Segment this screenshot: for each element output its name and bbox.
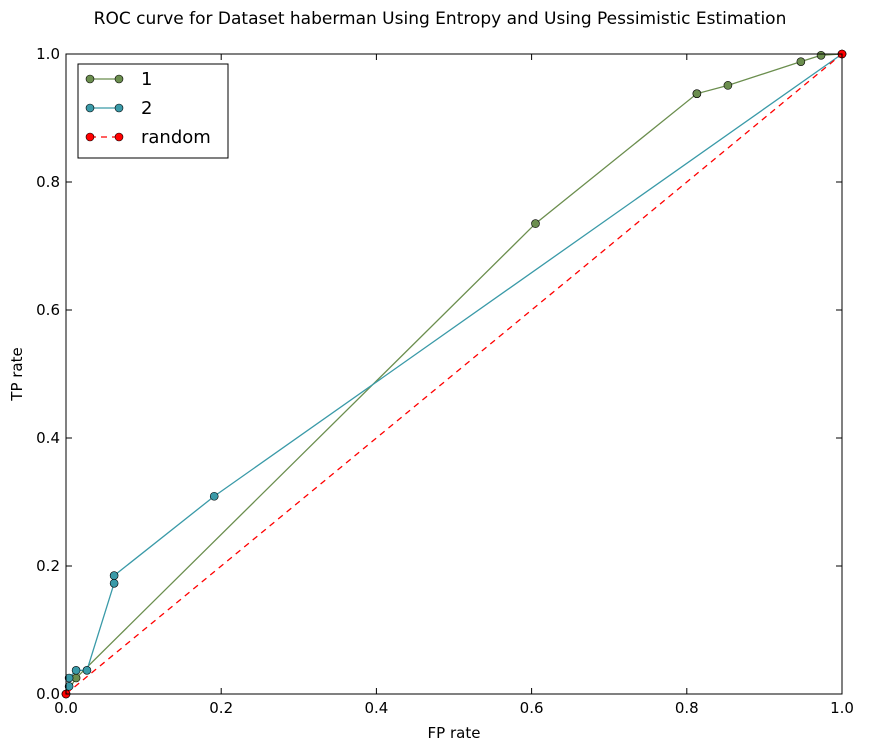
data-point-2 [109, 571, 119, 580]
x-tick-label: 0.2 [209, 699, 233, 717]
data-point-1 [692, 89, 702, 98]
x-tick-label: 0.6 [520, 699, 544, 717]
axis-ticks: 0.0 0.2 0.4 0.6 0.8 1.0 0.0 0.2 0.4 0.6 0.8 1.0 [36, 45, 854, 717]
x-axis-label: FP rate [428, 724, 481, 742]
data-point-1 [531, 219, 540, 228]
plot-frame [65, 53, 843, 695]
legend-marker-2 [114, 103, 124, 113]
x-tick-label: 1.0 [830, 699, 854, 717]
legend-marker-random [85, 132, 95, 142]
x-tick-label: 0.0 [54, 699, 78, 717]
y-tick-label: 0.2 [36, 557, 60, 575]
y-tick-label: 1.0 [36, 45, 60, 63]
legend-marker-random [114, 132, 124, 142]
y-tick-label: 0.8 [36, 173, 60, 191]
legend-label-1: 1 [141, 69, 152, 90]
data-point-1 [796, 57, 806, 66]
data-point-2 [64, 682, 74, 691]
data-point-2 [109, 578, 119, 588]
x-tick-label: 0.8 [675, 699, 699, 717]
data-point-2 [64, 673, 74, 683]
y-axis-label: TP rate [8, 347, 26, 401]
legend: 1 2 random [77, 63, 229, 159]
data-point-1 [723, 81, 733, 90]
legend-box [77, 63, 229, 159]
legend-label-2: 2 [141, 98, 152, 119]
series-line-random [65, 53, 843, 695]
y-tick-label: 0.0 [36, 685, 60, 703]
data-point-1 [816, 50, 826, 60]
chart-title: ROC curve for Dataset haberman Using Ent… [94, 9, 787, 29]
legend-marker-2 [85, 103, 95, 113]
y-tick-label: 0.6 [36, 301, 60, 319]
legend-marker-1 [85, 74, 95, 84]
data-point-2 [82, 666, 92, 675]
plot-area [61, 49, 847, 699]
x-tick-label: 0.4 [364, 699, 388, 717]
y-tick-label: 0.4 [36, 429, 60, 447]
legend-marker-1 [114, 74, 124, 84]
data-point-2 [209, 491, 219, 501]
data-point-2 [71, 666, 81, 675]
legend-label-random: random [141, 127, 211, 148]
